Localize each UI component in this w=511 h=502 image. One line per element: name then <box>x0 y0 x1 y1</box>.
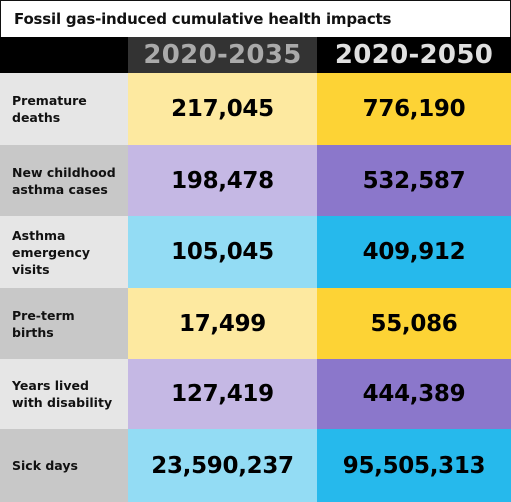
row-label: Premature deaths <box>0 73 128 145</box>
table-row: Sick days 23,590,237 95,505,313 <box>0 429 511 502</box>
column-header-2020-2035: 2020-2035 <box>128 37 317 73</box>
data-table: 2020-2035 2020-2050 Premature deaths 217,… <box>0 37 511 502</box>
row-label: New childhood asthma cases <box>0 145 128 216</box>
value-cell-2020-2035: 23,590,237 <box>128 429 317 502</box>
chart-title: Fossil gas-induced cumulative health imp… <box>14 9 392 28</box>
value-cell-2020-2050: 55,086 <box>317 288 511 359</box>
header-corner <box>0 37 128 73</box>
value-cell-2020-2035: 17,499 <box>128 288 317 359</box>
value-cell-2020-2035: 217,045 <box>128 73 317 145</box>
row-label: Pre-term births <box>0 288 128 359</box>
value-cell-2020-2050: 409,912 <box>317 216 511 288</box>
value-cell-2020-2035: 198,478 <box>128 145 317 216</box>
value-cell-2020-2050: 776,190 <box>317 73 511 145</box>
table-row: Asthma emergency visits 105,045 409,912 <box>0 216 511 288</box>
value-cell-2020-2050: 95,505,313 <box>317 429 511 502</box>
value-cell-2020-2035: 105,045 <box>128 216 317 288</box>
row-label: Years lived with disability <box>0 359 128 429</box>
table-row: Pre-term births 17,499 55,086 <box>0 288 511 359</box>
value-cell-2020-2050: 444,389 <box>317 359 511 429</box>
row-label: Asthma emergency visits <box>0 216 128 288</box>
table-row: New childhood asthma cases 198,478 532,587 <box>0 145 511 216</box>
row-label: Sick days <box>0 429 128 502</box>
value-cell-2020-2050: 532,587 <box>317 145 511 216</box>
column-header-2020-2050: 2020-2050 <box>317 37 511 73</box>
table-row: Years lived with disability 127,419 444,38… <box>0 359 511 429</box>
value-cell-2020-2035: 127,419 <box>128 359 317 429</box>
table-row: Premature deaths 217,045 776,190 <box>0 73 511 145</box>
